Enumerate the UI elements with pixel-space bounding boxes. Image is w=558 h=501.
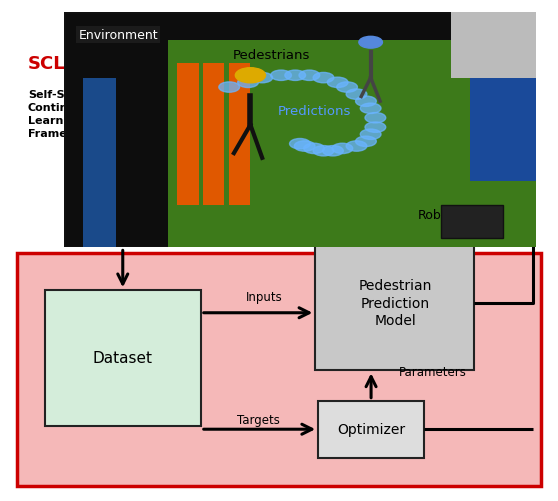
Circle shape (365, 123, 386, 133)
FancyBboxPatch shape (318, 401, 424, 458)
Circle shape (355, 137, 376, 147)
Bar (441, 205, 503, 238)
Circle shape (323, 146, 343, 157)
Bar (470, 53, 536, 182)
Circle shape (290, 139, 310, 150)
Circle shape (235, 69, 266, 84)
FancyBboxPatch shape (17, 253, 541, 486)
Circle shape (346, 142, 367, 152)
Circle shape (360, 104, 381, 114)
Text: Predictions: Predictions (349, 48, 413, 61)
Circle shape (313, 146, 334, 157)
Bar (177, 64, 199, 205)
Circle shape (332, 144, 353, 154)
FancyBboxPatch shape (315, 235, 474, 371)
Text: Pedestrian
Prediction
Model: Pedestrian Prediction Model (358, 279, 432, 327)
Circle shape (299, 71, 320, 81)
Text: SCL: SCL (28, 55, 65, 73)
Bar (229, 64, 251, 205)
Circle shape (252, 73, 272, 84)
Circle shape (359, 37, 382, 49)
Bar (83, 79, 116, 248)
Circle shape (360, 130, 381, 140)
Text: Self-Supervised
Continual
Learning
Framework: Self-Supervised Continual Learning Frame… (28, 90, 126, 138)
Bar (168, 41, 536, 248)
Text: Dataset: Dataset (93, 351, 153, 366)
Text: Environment: Environment (78, 29, 158, 42)
Text: Parameters: Parameters (399, 365, 467, 378)
Circle shape (346, 90, 367, 100)
Circle shape (304, 144, 324, 154)
Circle shape (365, 113, 386, 124)
Text: Pedestrians: Pedestrians (233, 49, 310, 62)
Bar (451, 13, 536, 79)
Circle shape (355, 97, 376, 107)
Text: Positions
Velocities
Static Occupancy Grid: Positions Velocities Static Occupancy Gr… (159, 63, 283, 99)
Text: Inputs: Inputs (246, 290, 282, 303)
Text: Targets: Targets (237, 413, 280, 426)
Circle shape (294, 142, 315, 152)
FancyBboxPatch shape (45, 291, 201, 426)
Circle shape (313, 73, 334, 84)
Circle shape (285, 71, 306, 81)
Text: Robot: Robot (418, 208, 454, 221)
Circle shape (336, 83, 358, 93)
Bar (203, 64, 224, 205)
Circle shape (271, 71, 291, 81)
Text: Predictions: Predictions (277, 105, 351, 118)
Text: Optimizer: Optimizer (337, 422, 405, 436)
Circle shape (238, 78, 258, 88)
Circle shape (328, 78, 348, 88)
Circle shape (219, 83, 239, 93)
